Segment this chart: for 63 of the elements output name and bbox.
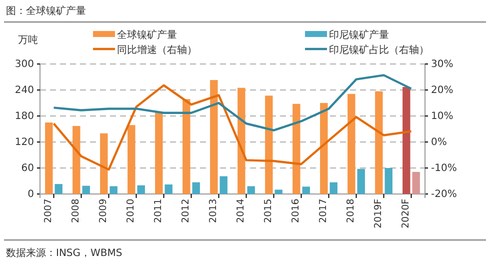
x-tick-label: 2011	[152, 198, 164, 223]
y-tick-label: 120	[14, 137, 34, 148]
bar	[128, 125, 136, 194]
y-tick-label: 180	[14, 111, 34, 122]
bar	[164, 184, 172, 194]
bar	[348, 94, 356, 194]
legend-label: 印尼镍矿占比（右轴）	[329, 44, 429, 56]
legend-label: 印尼镍矿产量	[329, 29, 389, 41]
y-tick-label: 0	[28, 189, 34, 200]
bar	[137, 185, 145, 194]
y-tick-label: 300	[14, 59, 34, 70]
bar	[182, 99, 190, 194]
line-series	[52, 84, 412, 171]
bar	[210, 80, 218, 194]
x-tick-label: 2013	[208, 198, 219, 223]
bar	[320, 103, 328, 194]
x-tick-label: 2014	[235, 198, 246, 223]
x-tick-label: 2018	[345, 198, 356, 223]
y2-tick-label: -20%	[431, 189, 457, 200]
x-tick-label: 2010	[125, 198, 136, 223]
bar	[155, 112, 163, 194]
bar	[45, 122, 53, 194]
bar	[402, 86, 410, 194]
bar	[412, 172, 420, 194]
bar	[220, 176, 228, 194]
bar	[247, 186, 255, 194]
bar	[82, 186, 90, 194]
y2-tick-label: 0%	[431, 137, 447, 148]
y2-tick-label: 30%	[431, 59, 454, 70]
y-tick-label: 60	[21, 163, 34, 174]
chart-title: 图：全球镍矿产量	[6, 5, 86, 17]
bar	[265, 96, 273, 194]
y-tick-label: 240	[14, 85, 34, 96]
bar	[274, 190, 282, 194]
bar	[238, 88, 246, 194]
y2-tick-label: 20%	[431, 85, 454, 96]
bar	[192, 182, 200, 194]
bar	[384, 168, 392, 194]
y-axis-title: 万吨	[18, 34, 38, 46]
x-tick-label: 2007	[42, 198, 54, 223]
bar	[100, 133, 108, 194]
x-tick-label: 2015	[262, 198, 274, 223]
x-tick-label: 2017	[318, 198, 329, 223]
x-tick-label: 2012	[180, 198, 192, 223]
bar	[72, 126, 80, 194]
legend-label: 全球镍矿产量	[117, 29, 177, 41]
bar	[54, 184, 62, 194]
line-series	[52, 74, 412, 132]
bar	[357, 168, 365, 194]
y2-tick-label: 10%	[431, 111, 454, 122]
legend-label: 同比增速（右轴）	[117, 44, 197, 56]
x-tick-label: 2016	[290, 198, 302, 223]
x-tick-label: 2019F	[372, 198, 384, 228]
bar	[330, 182, 338, 194]
x-tick-label: 2009	[98, 198, 109, 223]
bar	[292, 104, 300, 194]
bar	[375, 91, 383, 194]
bar	[110, 186, 118, 194]
bar	[302, 186, 310, 194]
x-tick-label: 2008	[70, 198, 82, 223]
x-tick-label: 2020F	[400, 198, 412, 228]
source-note: 数据来源：INSG，WBMS	[6, 247, 122, 259]
y2-tick-label: -10%	[431, 163, 457, 174]
